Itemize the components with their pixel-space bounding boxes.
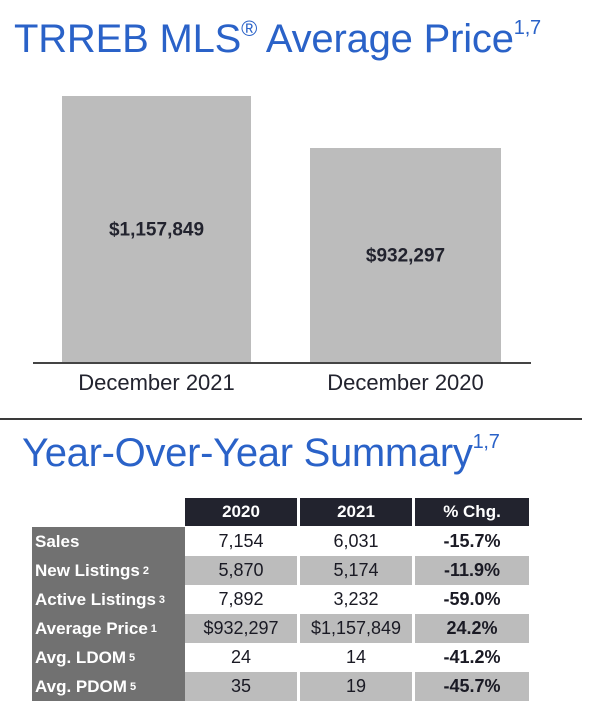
bar-value-label: $932,297 — [366, 246, 445, 267]
row-label-footnote: 2 — [142, 564, 149, 577]
cell-v2020: 5,870 — [185, 556, 297, 585]
row-label: Sales — [32, 527, 185, 556]
column-header-2021: 2021 — [300, 498, 412, 526]
title-footnote: 1,7 — [513, 17, 541, 39]
summary-title-footnote: 1,7 — [472, 431, 500, 453]
section-divider — [0, 418, 582, 420]
page-title: TRREB MLS® Average Price1,7 — [14, 16, 541, 61]
cell-chg: -15.7% — [443, 531, 501, 551]
row-label: New Listings 2 — [32, 556, 185, 585]
row-label-text: Average Price — [35, 618, 148, 638]
title-text: TRREB MLS — [14, 17, 242, 61]
row-label: Avg. PDOM 5 — [32, 672, 185, 701]
label-column — [32, 527, 185, 701]
cell-v2020: 24 — [230, 647, 252, 667]
row-label-footnote: 1 — [150, 622, 157, 635]
row-label-footnote: 5 — [129, 680, 137, 693]
row-label-text: New Listings — [35, 560, 140, 580]
row-label-footnote: 3 — [158, 593, 166, 606]
row-label: Average Price 1 — [32, 614, 185, 643]
title-text-rest: Average Price — [257, 17, 514, 61]
cell-chg: -45.7% — [415, 672, 529, 701]
cell-v2020: 7,892 — [218, 589, 264, 609]
row-label-text: Avg. PDOM — [35, 676, 127, 696]
row-label-text: Sales — [35, 531, 80, 551]
row-label-text: Active Listings — [35, 589, 156, 609]
average-price-bar-chart: $1,157,849 December 2021 $932,297 December … — [33, 96, 531, 395]
bar-value-label: $1,157,849 — [109, 220, 204, 241]
cell-chg: -11.9% — [415, 556, 529, 585]
bar-0 — [62, 96, 251, 363]
registered-mark: ® — [241, 16, 258, 41]
category-label: December 2021 — [78, 370, 235, 395]
row-label: Avg. LDOM 5 — [32, 643, 185, 672]
cell-v2020: $932,297 — [185, 614, 297, 643]
cell-v2021: 3,232 — [333, 589, 379, 609]
cell-v2021: 19 — [300, 672, 412, 701]
summary-title: Year-Over-Year Summary1,7 — [22, 432, 500, 473]
bar-1 — [310, 148, 501, 363]
cell-v2021: 14 — [345, 647, 367, 667]
cell-chg: -59.0% — [443, 589, 501, 609]
cell-chg: 24.2% — [415, 614, 529, 643]
cell-v2021: $1,157,849 — [300, 614, 412, 643]
cell-v2020: 7,154 — [218, 531, 264, 551]
cell-chg: -41.2% — [443, 647, 501, 667]
column-header-2020: 2020 — [185, 498, 297, 526]
row-label-text: Avg. LDOM — [35, 647, 126, 667]
cell-v2020: 35 — [185, 672, 297, 701]
cell-v2021: 6,031 — [333, 531, 379, 551]
cell-v2021: 5,174 — [300, 556, 412, 585]
row-label: Active Listings 3 — [32, 585, 185, 614]
row-label-footnote: 5 — [128, 651, 136, 664]
summary-title-text: Year-Over-Year Summary — [22, 431, 473, 475]
column-header-pct-change: % Chg. — [415, 498, 529, 526]
category-label: December 2020 — [327, 370, 484, 395]
